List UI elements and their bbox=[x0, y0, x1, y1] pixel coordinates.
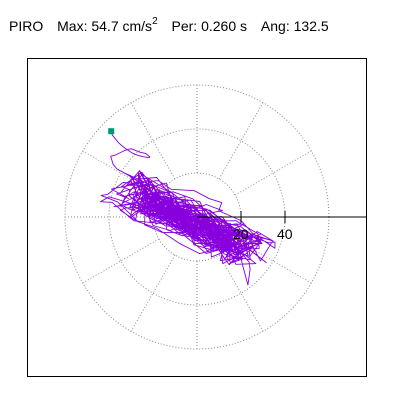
grid-spoke-8 bbox=[82, 238, 160, 284]
per-value: 0.260 s bbox=[201, 17, 248, 34]
header-readout: PIRO Max: 54.7 cm/s2 Per: 0.260 s Ang: 1… bbox=[9, 14, 329, 35]
ang-label: Ang: bbox=[260, 17, 290, 34]
grid-spoke-5 bbox=[130, 102, 176, 180]
plot-frame bbox=[27, 58, 367, 377]
max-unit: cm/s2 bbox=[122, 16, 158, 34]
grid-spoke-11 bbox=[218, 254, 264, 332]
ang-value: 132.5 bbox=[293, 17, 329, 34]
max-unit-exponent: 2 bbox=[152, 16, 158, 27]
per-label: Per: bbox=[171, 17, 198, 34]
motion-trace-path bbox=[100, 131, 276, 286]
max-label: Max: bbox=[57, 17, 88, 34]
ring-label-40: 40 bbox=[277, 226, 293, 242]
motion-trace bbox=[100, 131, 276, 286]
grid-spoke-2 bbox=[234, 150, 312, 196]
ring-label-20: 20 bbox=[233, 226, 249, 242]
station-name: PIRO bbox=[9, 17, 44, 34]
max-value: 54.7 bbox=[91, 17, 119, 34]
grid-spoke-3 bbox=[218, 102, 264, 180]
grid-spoke-9 bbox=[130, 254, 176, 332]
ring-labels: 20 40 bbox=[233, 211, 293, 242]
start-marker bbox=[108, 128, 115, 135]
